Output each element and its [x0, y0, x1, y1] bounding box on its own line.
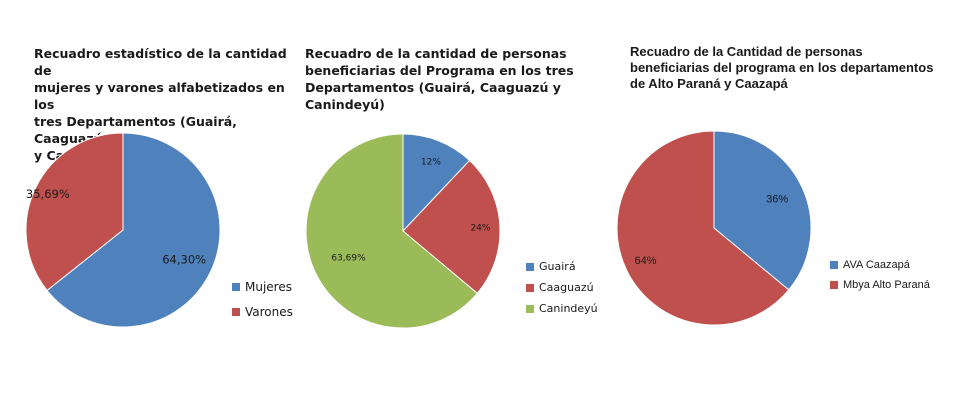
data-label-varones: 35,69% [26, 187, 70, 201]
data-label-mbya-alto-parana: 64% [635, 255, 657, 267]
legend-swatch [232, 283, 240, 291]
legend-item-ava-caazapa: AVA Caazapá [830, 259, 930, 271]
pie-slice-caaguazu [402, 159, 501, 295]
pie-slice-varones [25, 132, 124, 292]
chart-title: Recuadro de la Cantidad de personas bene… [630, 44, 934, 91]
data-label-guaira: 12% [421, 158, 441, 168]
legend-swatch [232, 308, 240, 316]
legend-label: Caaguazú [539, 281, 594, 294]
data-label-caaguazu: 24% [470, 223, 490, 233]
chart-legend: AVA Caazapá Mbya Alto Paraná [830, 259, 930, 299]
legend-label: AVA Caazapá [843, 259, 910, 271]
pie-slice-guaira [402, 133, 471, 233]
legend-item-caaguazu: Caaguazú [526, 281, 598, 294]
legend-label: Mujeres [245, 280, 292, 294]
legend-swatch [526, 262, 534, 271]
legend-item-canindeyu: Canindeyú [526, 302, 598, 315]
legend-item-guaira: Guairá [526, 260, 598, 273]
legend-swatch [526, 304, 534, 313]
chart-panel-alfabetizados: Recuadro estadístico de la cantidad de m… [0, 0, 300, 412]
legend-item-mbya-alto-parana: Mbya Alto Paraná [830, 279, 930, 291]
pie-slice-mbya-alto-parana [616, 130, 790, 326]
legend-label: Guairá [539, 260, 576, 273]
legend-label: Mbya Alto Paraná [843, 279, 930, 291]
chart-legend: Guairá Caaguazú Canindeyú [526, 260, 598, 323]
legend-swatch [830, 281, 838, 289]
chart-panel-alto-parana-caazapa: Recuadro de la Cantidad de personas bene… [616, 0, 960, 412]
legend-label: Canindeyú [539, 302, 598, 315]
pie-slice-canindeyu [305, 133, 479, 329]
legend-label: Varones [245, 305, 293, 319]
chart-panel-beneficiarios-tres-departamentos: Recuadro de la cantidad de personas bene… [300, 0, 620, 412]
legend-swatch [830, 261, 838, 269]
pie-chart: 64,30% 35,69% [25, 132, 221, 328]
chart-legend: Mujeres Varones [232, 280, 293, 330]
data-label-mujeres: 64,30% [162, 253, 206, 267]
legend-swatch [526, 283, 534, 292]
legend-item-mujeres: Mujeres [232, 280, 293, 294]
pie-slice-mujeres [46, 132, 221, 328]
legend-item-varones: Varones [232, 305, 293, 319]
pie-chart: 12% 24% 63,69% [305, 133, 501, 329]
pie-slice-ava-caazapa [713, 130, 812, 291]
chart-title: Recuadro de la cantidad de personas bene… [305, 46, 574, 112]
pie-chart: 36% 64% [616, 130, 812, 326]
data-label-canindeyu: 63,69% [331, 253, 366, 263]
data-label-ava-caazapa: 36% [766, 193, 788, 205]
